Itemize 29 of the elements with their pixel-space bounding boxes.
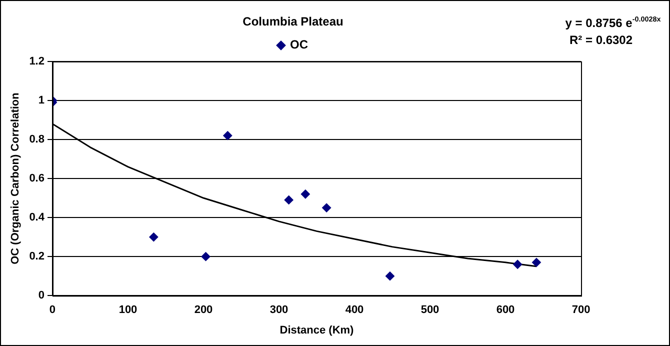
y-tick-label: 0: [38, 290, 44, 302]
y-tick-label: 0.6: [29, 172, 44, 185]
point: [284, 195, 294, 204]
x-tick-label: 100: [118, 304, 138, 316]
x-tick-label: 400: [345, 304, 364, 316]
y-tick-label: 0.4: [29, 212, 46, 224]
x-tick-label: 500: [420, 304, 440, 316]
point: [513, 260, 522, 269]
x-tick-label: 600: [496, 304, 515, 316]
point: [385, 272, 394, 281]
x-axis-title: Distance (Km): [280, 324, 354, 336]
y-tick-label: 0.2: [29, 250, 44, 263]
x-tick-label: 200: [194, 304, 213, 316]
legend-label: OC: [290, 38, 308, 52]
y-axis-title: OC (Organic Carbon) Correlation: [10, 92, 22, 264]
y-tick-label: 0.8: [29, 134, 44, 146]
point: [322, 203, 332, 212]
x-tick-label: 300: [270, 304, 288, 316]
point: [201, 252, 210, 262]
chart-title: Columbia Plateau: [242, 14, 344, 29]
y-tick-label: 1.2: [29, 55, 44, 68]
point: [149, 232, 158, 242]
text: R² = 0.6302: [569, 33, 633, 47]
point: [532, 258, 541, 267]
x-tick-label: 0: [49, 304, 56, 316]
point: [300, 190, 310, 199]
point: [223, 131, 232, 140]
x-tick-label: 700: [572, 304, 590, 316]
y-tick-label: 1: [38, 94, 44, 106]
